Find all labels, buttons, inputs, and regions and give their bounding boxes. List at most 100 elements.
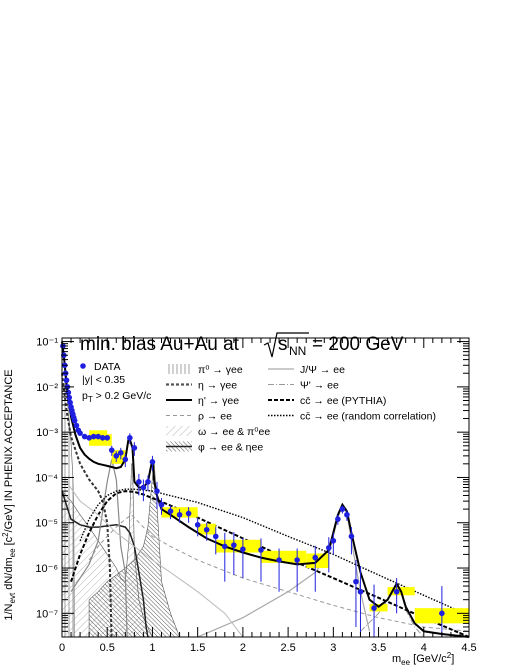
x-tick-label: 1.5 bbox=[190, 642, 205, 654]
legend-label: η → γee bbox=[198, 380, 237, 392]
data-point bbox=[65, 389, 72, 396]
data-point bbox=[240, 546, 246, 553]
data-point bbox=[63, 377, 70, 384]
x-tick-label: 3 bbox=[330, 642, 336, 654]
note-pt: pT > 0.2 GeV/c bbox=[82, 390, 151, 404]
data-point bbox=[117, 450, 124, 456]
charm-pythia-curve bbox=[70, 490, 470, 638]
legend-label: Ψ' → ee bbox=[300, 380, 339, 392]
y-tick-label: 10⁻² bbox=[36, 382, 58, 394]
data-point bbox=[393, 588, 400, 595]
data-point bbox=[86, 435, 92, 441]
data-point bbox=[140, 484, 147, 491]
x-tick-label: 2 bbox=[240, 642, 246, 654]
data-point bbox=[127, 435, 133, 441]
y-tick-label: 10⁻³ bbox=[36, 427, 58, 439]
charm-random-curve bbox=[79, 488, 470, 617]
x-tick-label: 2.5 bbox=[280, 642, 295, 654]
y-tick-label: 10⁻⁴ bbox=[35, 472, 58, 484]
data-point bbox=[439, 610, 445, 617]
x-axis-ticks: 0 0.5 1 1.5 2 2.5 3 3.5 4 4.5 bbox=[59, 338, 477, 654]
data-point bbox=[326, 544, 332, 551]
data-point bbox=[131, 445, 138, 451]
data-point bbox=[312, 554, 319, 561]
legend-label: DATA bbox=[94, 361, 120, 373]
y-tick-label: 10⁻¹ bbox=[36, 337, 58, 349]
data-point bbox=[104, 435, 111, 441]
data-point bbox=[357, 588, 364, 595]
eta-dalitz-curve bbox=[61, 373, 113, 638]
sqrt-subscript: NN bbox=[289, 344, 306, 358]
data-point bbox=[222, 543, 228, 550]
y-axis-ticks: 10⁻⁷ 10⁻⁶ 10⁻⁵ 10⁻⁴ 10⁻³ 10⁻² 10⁻¹ bbox=[35, 337, 469, 638]
data-point bbox=[176, 511, 183, 518]
data-point bbox=[167, 508, 174, 514]
data-point bbox=[212, 533, 219, 540]
y-tick-label: 10⁻⁷ bbox=[36, 608, 58, 620]
svg-text:s: s bbox=[278, 334, 288, 355]
data-point bbox=[194, 522, 201, 528]
data-point bbox=[339, 506, 346, 512]
legend-label: π⁰ → γee bbox=[198, 364, 243, 376]
y-tick-label: 10⁻⁶ bbox=[35, 563, 58, 575]
data-point bbox=[145, 479, 151, 485]
data-points bbox=[60, 343, 445, 637]
x-tick-label: 1 bbox=[149, 642, 155, 654]
data-point bbox=[67, 399, 73, 406]
legend-label: ρ → ee bbox=[198, 411, 232, 423]
data-point bbox=[185, 510, 192, 517]
eta-prime-curve bbox=[61, 490, 149, 638]
data-point bbox=[371, 605, 377, 611]
data-point bbox=[108, 447, 115, 453]
data-point bbox=[136, 479, 142, 485]
data-point bbox=[344, 511, 350, 518]
legend-label: J/Ψ → ee bbox=[300, 364, 345, 376]
data-point bbox=[348, 533, 355, 540]
jpsi-curve bbox=[197, 504, 371, 638]
data-point bbox=[258, 547, 264, 553]
data-point bbox=[294, 557, 300, 563]
data-point bbox=[276, 557, 282, 563]
data-point bbox=[81, 433, 88, 440]
data-point bbox=[158, 501, 165, 508]
data-point bbox=[154, 488, 160, 494]
y-tick-label: 10⁻⁵ bbox=[35, 518, 58, 530]
data-point bbox=[122, 456, 129, 463]
legend-label: φ → ee & ηee bbox=[198, 442, 263, 454]
data-point bbox=[77, 430, 83, 436]
legend-label: ω → ee & π⁰ee bbox=[198, 426, 270, 438]
legend-swatch bbox=[166, 426, 192, 436]
legend-marker bbox=[80, 363, 86, 369]
x-axis-title: mee [GeV/c2] bbox=[392, 651, 454, 667]
data-point bbox=[73, 422, 80, 429]
data-point bbox=[231, 542, 237, 548]
note-rapidity: |y| < 0.35 bbox=[82, 374, 125, 386]
y-axis-title: 1/Nevt dN/dmee [c2/GeV] IN PHENIX ACCEPT… bbox=[1, 369, 17, 620]
sqrt-symbol: s NN bbox=[263, 332, 309, 358]
x-tick-label: 3.5 bbox=[371, 642, 386, 654]
data-point bbox=[330, 537, 337, 544]
legend-swatch bbox=[166, 364, 192, 374]
x-tick-label: 0.5 bbox=[100, 642, 115, 654]
data-point bbox=[353, 578, 359, 585]
sys-box bbox=[107, 434, 112, 446]
data-point bbox=[90, 433, 97, 440]
title-energy: = 200 GeV bbox=[312, 334, 404, 355]
data-point bbox=[149, 459, 156, 465]
data-point bbox=[203, 526, 210, 533]
x-tick-label: 4.5 bbox=[461, 642, 476, 654]
data-point bbox=[335, 516, 341, 522]
legend: DATA π⁰ → γee η → γee η' → γee ρ → ee ω → ee … bbox=[80, 361, 436, 454]
legend-label: cc̄ → ee (PYTHIA) bbox=[300, 395, 386, 407]
x-tick-label: 4 bbox=[421, 642, 427, 654]
sys-box bbox=[215, 539, 261, 553]
data-point bbox=[66, 394, 73, 401]
data-point bbox=[99, 435, 106, 441]
x-tick-label: 0 bbox=[59, 642, 65, 654]
data-point bbox=[113, 453, 120, 459]
chart-title: min. bias Au+Au at bbox=[80, 334, 240, 355]
eta-peak-curve bbox=[70, 459, 128, 638]
low-mass-continuum-curve bbox=[66, 481, 244, 638]
legend-label: η' → γee bbox=[198, 395, 239, 407]
